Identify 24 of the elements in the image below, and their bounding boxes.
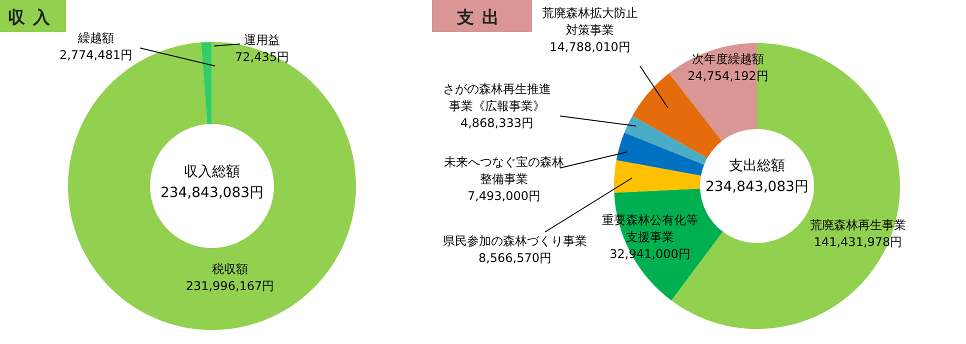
data-label: 7,493,000円 <box>467 189 541 203</box>
data-label: 72,435円 <box>235 50 289 64</box>
slice-label: 次年度繰越額 <box>692 52 764 66</box>
text: 234,843,083円 <box>705 179 809 195</box>
data-label: 231,996,167円 <box>186 279 274 293</box>
data-label: 24,754,192円 <box>688 69 768 83</box>
slice-label: 県民参加の森林づくり事業 <box>443 234 587 248</box>
slice-label: 荒廃森林再生事業 <box>810 218 906 232</box>
data-label: 8,566,570円 <box>478 251 552 265</box>
slice-label: 繰越額 <box>77 31 114 45</box>
data-label: 141,431,978円 <box>814 235 902 249</box>
slice-label: 荒廃森林拡大防止対策事業 <box>542 6 638 37</box>
text: 234,843,083円 <box>160 185 264 201</box>
data-label: 2,774,481円 <box>59 48 133 62</box>
slice-label: 未来へつなぐ宝の森林整備事業 <box>444 155 564 186</box>
text: 収入総額 <box>184 164 240 180</box>
slice-label: 税収額 <box>212 262 248 276</box>
data-label: 14,788,010円 <box>550 40 630 54</box>
chart-title: 収入 <box>8 8 58 28</box>
slice-label: さがの森林再生推進事業《広報事業》 <box>443 82 551 113</box>
data-label: 4,868,333円 <box>460 116 534 130</box>
text: 支出総額 <box>729 158 785 174</box>
chart-title: 支出 <box>456 8 507 28</box>
slice-label: 運用益 <box>244 33 280 47</box>
